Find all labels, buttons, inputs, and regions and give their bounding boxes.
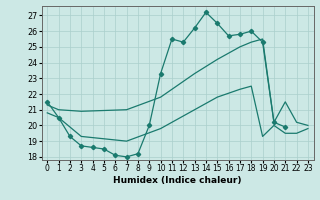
- X-axis label: Humidex (Indice chaleur): Humidex (Indice chaleur): [113, 176, 242, 185]
